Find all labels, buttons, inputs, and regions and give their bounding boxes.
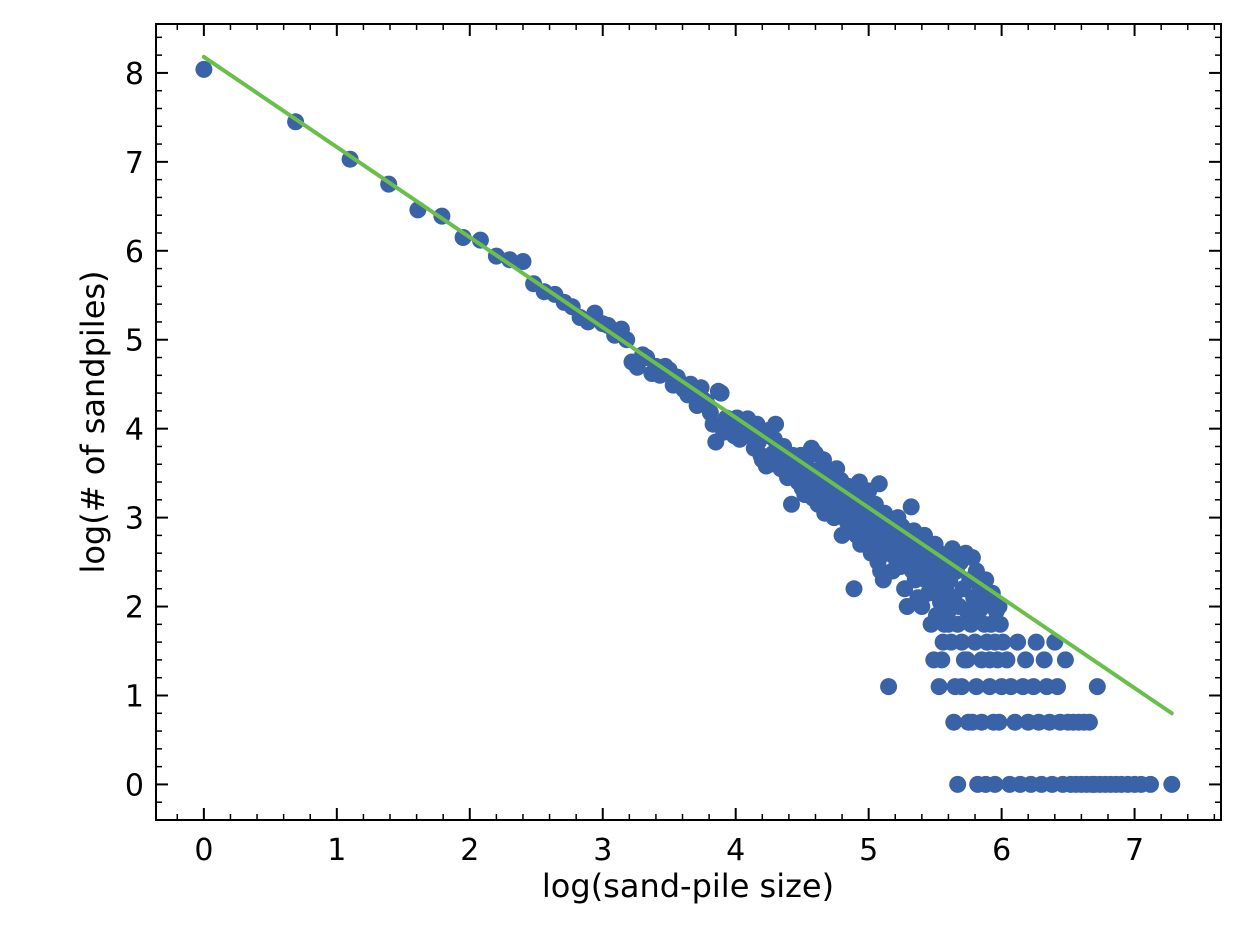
data-points (195, 60, 1181, 793)
data-point (949, 775, 967, 793)
data-point (981, 678, 999, 696)
data-point (195, 60, 213, 78)
y-tick-label: 0 (125, 768, 144, 803)
plot-frame (155, 23, 1222, 821)
y-tick-label: 2 (125, 591, 144, 626)
data-point (1056, 651, 1074, 669)
plot-area (155, 23, 1222, 821)
data-point (943, 540, 961, 558)
y-tick-label: 3 (125, 502, 144, 537)
x-tick-label: 0 (194, 833, 213, 868)
data-point (767, 415, 785, 433)
y-tick-label: 6 (125, 235, 144, 270)
data-point (925, 580, 943, 598)
data-point (962, 615, 980, 633)
data-point (990, 598, 1008, 615)
data-point (930, 678, 948, 696)
axis-ticks: 0 1 2 3 4 5 6 7 0 1 2 3 4 5 6 7 8 (125, 24, 1221, 868)
x-tick-label: 2 (460, 833, 479, 868)
fit-line (201, 54, 1174, 716)
data-point (998, 651, 1016, 669)
data-point (913, 598, 931, 615)
data-point (845, 580, 863, 598)
data-point (934, 633, 952, 651)
data-point (981, 651, 999, 669)
data-point (986, 775, 1004, 793)
data-point (1088, 678, 1106, 696)
data-point (1002, 678, 1020, 696)
data-point (1009, 633, 1027, 651)
data-point (990, 713, 1008, 731)
data-point (958, 651, 976, 669)
data-point (501, 251, 519, 269)
x-tick-label: 7 (1125, 833, 1144, 868)
data-point (1049, 678, 1066, 696)
y-tick-label: 5 (125, 324, 144, 359)
y-tick-label: 4 (125, 413, 144, 448)
data-point (958, 602, 976, 620)
x-axis-label: log(sand-pile size) (542, 867, 834, 905)
data-point (902, 498, 920, 516)
data-point (1025, 678, 1042, 696)
data-point (618, 331, 636, 349)
data-point (1035, 651, 1053, 669)
data-point (880, 678, 898, 696)
data-point (1080, 713, 1098, 731)
data-point (1142, 775, 1159, 793)
x-tick-label: 4 (726, 833, 745, 868)
y-axis-label: log(# of sandpiles) (74, 270, 112, 573)
data-point (1027, 633, 1045, 651)
data-point (815, 451, 832, 469)
data-point (925, 651, 943, 669)
data-point (1006, 713, 1024, 731)
data-point (939, 615, 957, 633)
data-point (870, 475, 888, 493)
y-tick-label: 1 (125, 679, 144, 714)
data-point (963, 549, 981, 567)
x-tick-label: 5 (859, 833, 878, 868)
data-point (471, 231, 489, 249)
fit-line-layer (201, 54, 1174, 716)
data-point (973, 713, 991, 731)
data-point (953, 633, 971, 651)
x-tick-label: 1 (327, 833, 346, 868)
data-point (712, 384, 730, 402)
x-tick-label: 3 (593, 833, 612, 868)
data-point (967, 678, 985, 696)
data-point (514, 253, 532, 270)
data-point (1017, 651, 1035, 669)
data-point (1163, 775, 1181, 793)
data-point (966, 633, 984, 651)
y-tick-label: 8 (125, 57, 144, 92)
data-point (994, 633, 1012, 651)
data-point (945, 713, 963, 731)
data-point (783, 495, 800, 513)
y-tick-label: 7 (125, 146, 144, 181)
data-point (953, 678, 971, 696)
x-tick-label: 6 (992, 833, 1011, 868)
data-point (991, 615, 1009, 633)
